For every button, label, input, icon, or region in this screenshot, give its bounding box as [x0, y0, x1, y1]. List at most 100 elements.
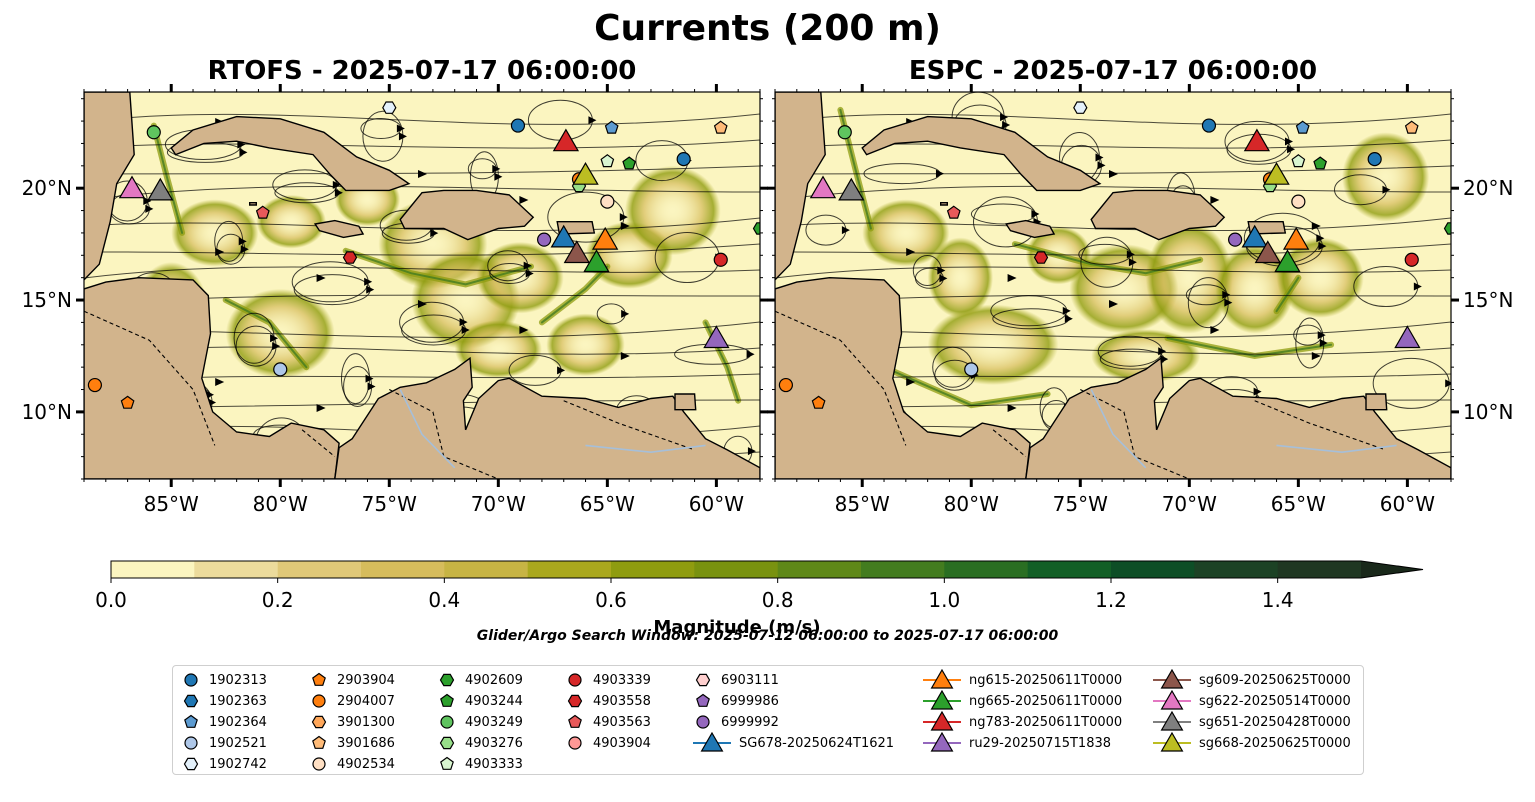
colorbar-tick-label: 0.0 [95, 588, 127, 612]
land-jamaica [313, 219, 365, 239]
colorbar-tick-label: 0.4 [428, 588, 460, 612]
eddy-9 [927, 237, 994, 318]
legend-item-label: 2903904 [337, 672, 395, 688]
glider-ng615-20250611T0000[interactable] [1282, 226, 1310, 250]
legend-item-label: sg651-20250428T0000 [1199, 714, 1351, 730]
argo-float-2904007[interactable] [778, 377, 794, 393]
glider-ru29-20250715T1838[interactable] [703, 325, 730, 349]
eddy-7 [256, 194, 327, 249]
circle-marker-icon [184, 673, 198, 687]
glider-SG678-20250624T1621[interactable] [550, 224, 577, 248]
glider-sg622-20250514T0000[interactable] [118, 175, 146, 199]
triangle-marker-icon [693, 732, 731, 752]
argo-float-4902534[interactable] [600, 194, 615, 209]
argo-float-4903244[interactable] [622, 156, 637, 170]
colorbar-segment [527, 561, 612, 578]
argo-float-4903333[interactable] [1291, 154, 1306, 168]
argo-float-1902364[interactable] [604, 120, 619, 134]
triangle-marker-icon [1153, 711, 1191, 731]
colorbar-tick-label: 0.8 [762, 588, 794, 612]
glider-sg651-20250428T0000[interactable] [147, 177, 174, 201]
colorbar-segment [694, 561, 779, 578]
eddy-7 [1341, 132, 1430, 222]
glider-ng665-20250611T0000[interactable] [583, 249, 610, 273]
argo-float-4902534[interactable] [1291, 194, 1306, 209]
triangle-marker-icon [923, 669, 961, 689]
legend: 1902313 1902363 1902364 1902521 1902742 29039… [172, 665, 1364, 775]
argo-float-4903339[interactable] [1404, 252, 1419, 267]
land-cuba [170, 115, 411, 192]
argo-float-4903558[interactable] [342, 251, 358, 264]
map-panel-espc[interactable]: 85°W 80°W 75°W 70°W 65°W 60°W 20°N 15°N 10°N [767, 84, 1513, 516]
legend-item-4903904: 4903904 [565, 733, 651, 753]
argo-float-4903558[interactable] [1033, 251, 1049, 264]
eddy-4 [1276, 237, 1364, 318]
lon-tick-label: 60°W [689, 492, 744, 516]
eddy-0 [927, 304, 1059, 386]
glider-sg651-20250428T0000[interactable] [838, 177, 865, 201]
land-grand-cayman [249, 202, 257, 206]
border-2 [1254, 400, 1386, 451]
glider-ng783-20250611T0000[interactable] [1243, 128, 1271, 152]
glider-ng615-20250611T0000[interactable] [591, 226, 619, 250]
hexagon-marker-icon [567, 694, 583, 708]
legend-item-4903244: 4903244 [437, 691, 523, 711]
argo-float-1902364[interactable] [1295, 120, 1310, 134]
argo-float-4902609[interactable] [752, 222, 767, 235]
land-south-america [1025, 356, 1451, 479]
argo-float-3901686[interactable] [713, 120, 728, 134]
argo-float-4903563[interactable] [946, 205, 961, 219]
legend-item-4903333: 4903333 [437, 754, 523, 774]
pentagon-marker-icon [696, 693, 710, 707]
argo-float-1902313[interactable] [1367, 152, 1382, 167]
argo-float-1902742[interactable] [1073, 101, 1088, 114]
argo-float-1902313[interactable] [1201, 118, 1217, 133]
argo-float-4902609[interactable] [1443, 222, 1458, 235]
border-2 [563, 400, 695, 451]
panel-title-rtofs: RTOFS - 2025-07-17 06:00:00 [207, 56, 637, 86]
argo-float-1902521[interactable] [964, 362, 979, 377]
argo-float-2903904[interactable] [811, 395, 826, 409]
argo-float-4903333[interactable] [600, 154, 615, 168]
glider-ng665-20250611T0000[interactable] [1274, 249, 1301, 273]
argo-float-4903563[interactable] [255, 205, 270, 219]
argo-float-1902313[interactable] [676, 152, 691, 167]
map-panel-rtofs[interactable]: 85°W 80°W 75°W 70°W 65°W 60°W 20°N 15°N 10°N [22, 84, 768, 516]
argo-float-1902742[interactable] [382, 101, 397, 114]
legend-item-1902313: 1902313 [181, 670, 267, 690]
hexagon-marker-icon [183, 757, 199, 771]
glider-ru29-20250715T1838[interactable] [1394, 325, 1421, 349]
colorbar-segment [1111, 561, 1195, 578]
circle-marker-icon [184, 736, 198, 750]
argo-float-1902521[interactable] [273, 362, 288, 377]
argo-float-4903244[interactable] [1313, 156, 1328, 170]
glider-SG678-20250624T1621[interactable] [1241, 224, 1268, 248]
argo-float-4903339[interactable] [713, 252, 728, 267]
argo-float-2904007[interactable] [87, 377, 103, 393]
land-yucatan [84, 92, 135, 281]
glider-sg668-20250625T0000[interactable] [1263, 162, 1290, 185]
argo-float-4903249[interactable] [837, 125, 852, 140]
legend-item-ng615-20250611T0000: ng615-20250611T0000 [923, 669, 1122, 690]
argo-float-4903249[interactable] [146, 125, 161, 140]
colorbar-tick-label: 1.0 [928, 588, 960, 612]
glider-sg609-20250625T0000[interactable] [563, 240, 591, 264]
eddy-2 [1145, 221, 1233, 334]
legend-item-ru29-20250715T1838: ru29-20250715T1838 [923, 732, 1111, 753]
glider-ng783-20250611T0000[interactable] [552, 128, 580, 152]
colorbar-segment [611, 561, 695, 578]
glider-sg609-20250625T0000[interactable] [1254, 240, 1282, 264]
glider-sg622-20250514T0000[interactable] [809, 175, 837, 199]
map-frame [83, 91, 761, 480]
argo-float-1902313[interactable] [510, 118, 526, 133]
glider-sg668-20250625T0000[interactable] [572, 162, 599, 185]
argo-float-2903904[interactable] [120, 395, 135, 409]
lon-tick-label: 65°W [1271, 492, 1326, 516]
map-frame [774, 91, 1452, 480]
triangle-marker-icon [923, 690, 961, 710]
legend-item-label: SG678-20250624T1621 [739, 735, 895, 751]
argo-float-6999992[interactable] [1228, 232, 1243, 247]
argo-float-6999992[interactable] [537, 232, 552, 247]
lat-tick-label: 10°N [1463, 400, 1513, 424]
argo-float-3901686[interactable] [1404, 120, 1419, 134]
